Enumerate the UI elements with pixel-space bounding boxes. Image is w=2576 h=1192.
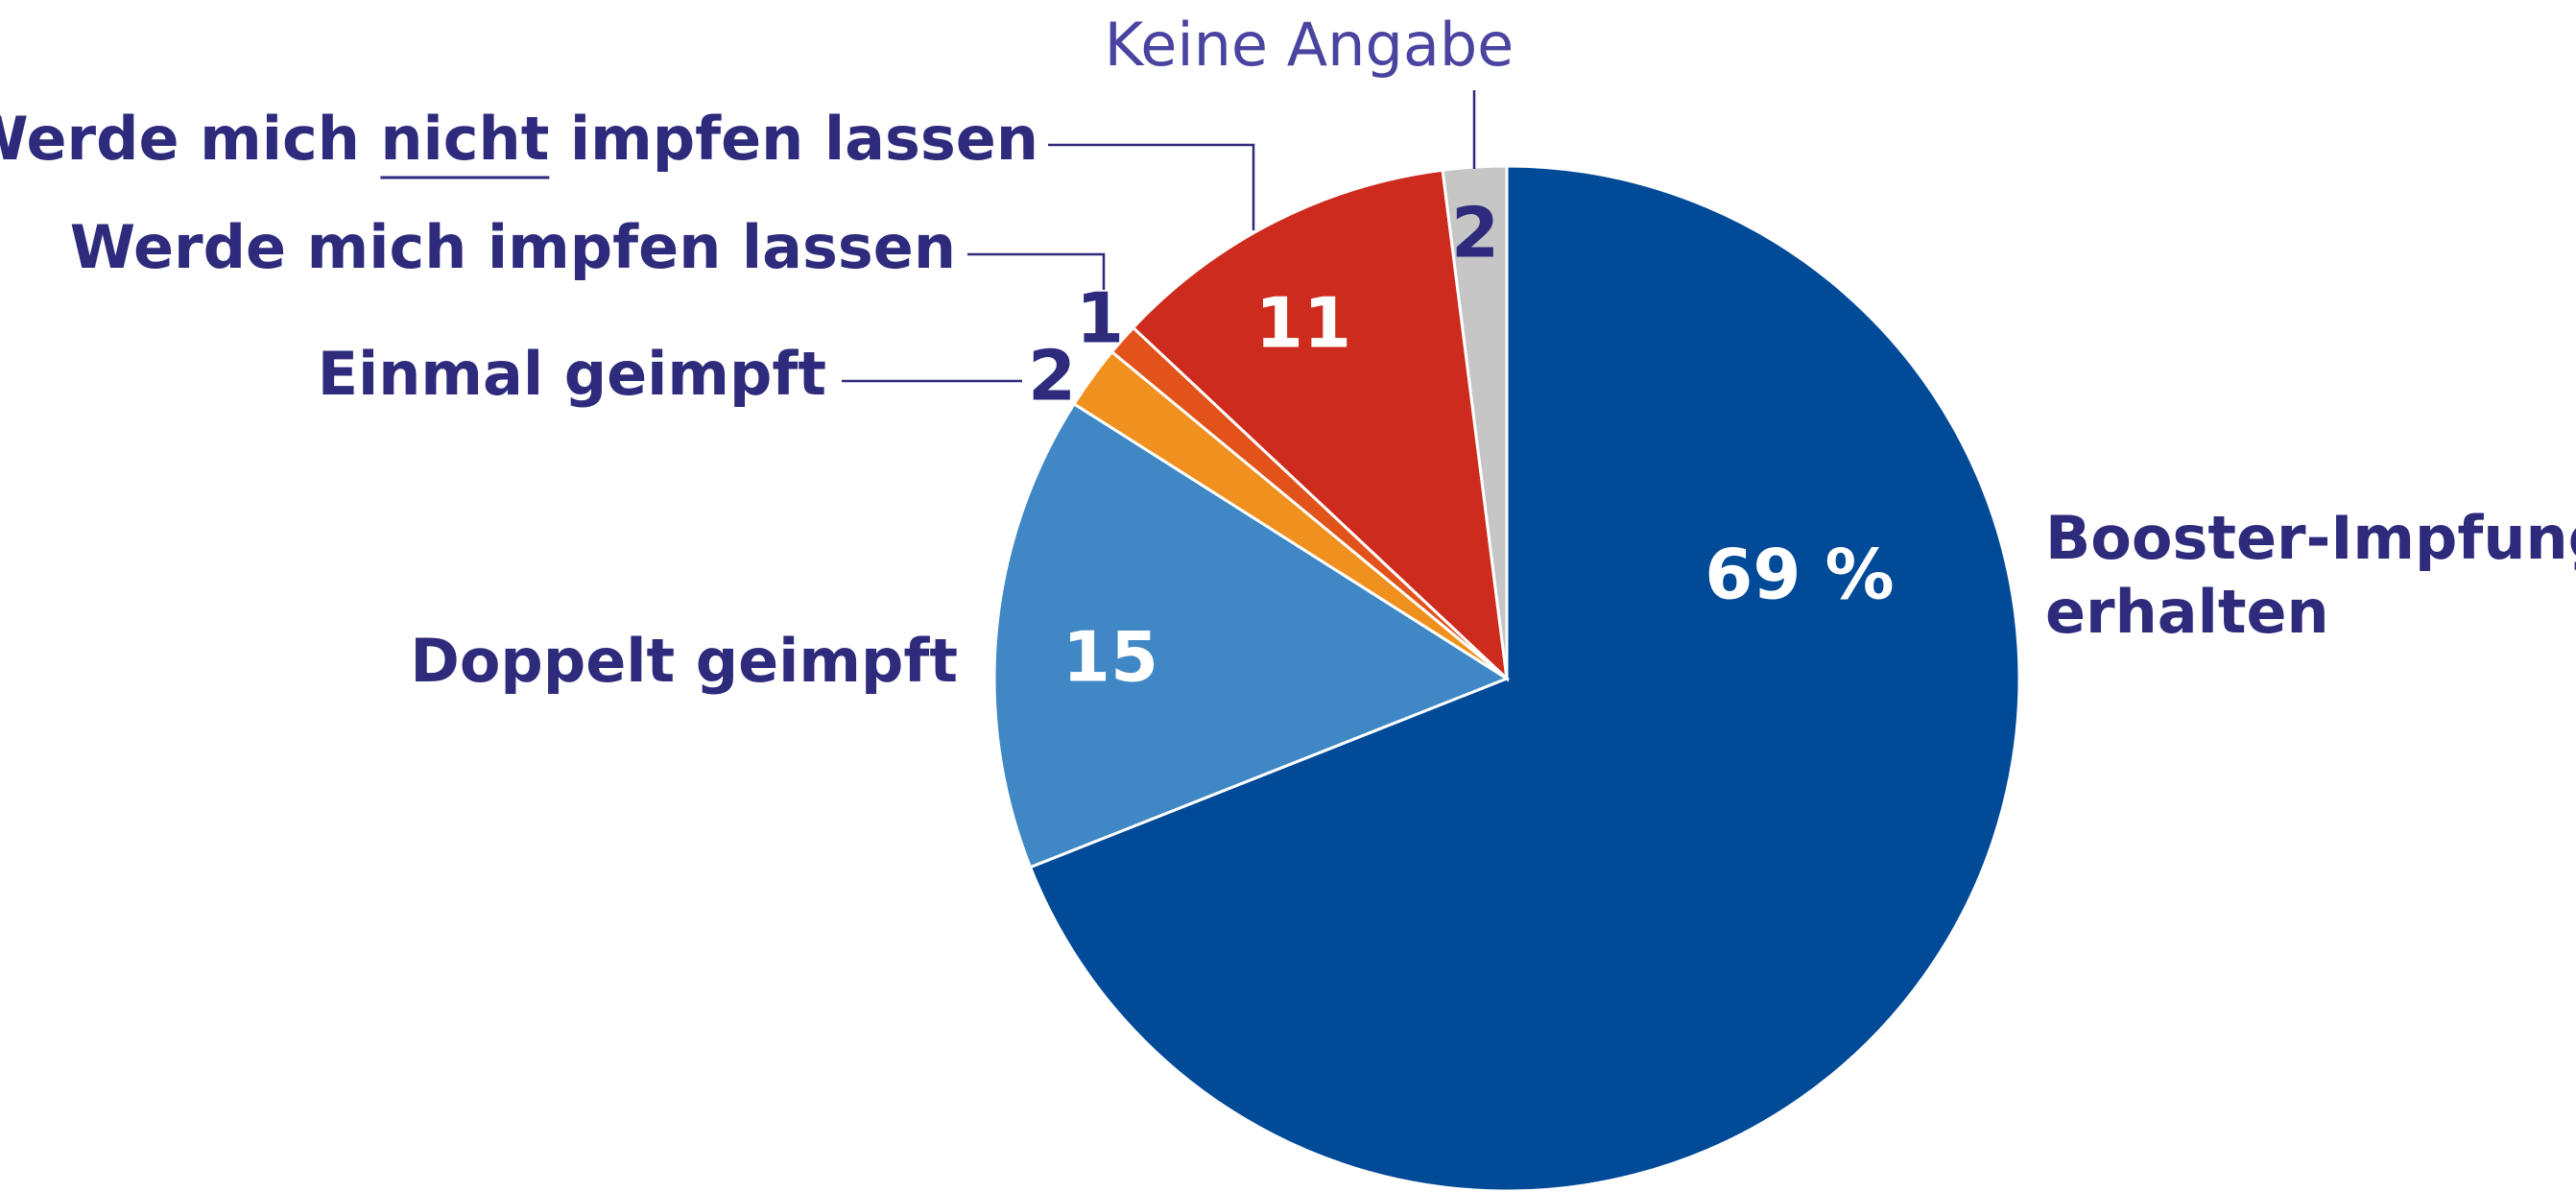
pie-slice — [992, 401, 1511, 870]
value-label: 15 — [1062, 617, 1158, 698]
pie-slice — [1028, 164, 2021, 1192]
category-label: Einmal geimpft — [318, 339, 826, 409]
pie-slice — [1131, 168, 1510, 682]
leader-line — [1048, 143, 1255, 230]
category-label: Werde mich impfen lassen — [70, 212, 956, 282]
pie — [992, 164, 2021, 1192]
labels: Booster-Impfung erhalten 69 % Doppelt geimp… — [0, 10, 2576, 697]
value-label: 2 — [1451, 193, 1499, 274]
label-line: erhalten — [2045, 577, 2329, 647]
value-label: 11 — [1255, 283, 1351, 364]
category-label: Keine Angabe — [1105, 10, 1515, 80]
leader-line — [967, 252, 1106, 290]
category-label: Werde mich nicht impfen lassen — [0, 104, 1038, 174]
label-line: Booster-Impfung — [2045, 503, 2576, 573]
category-label: Booster-Impfung erhalten — [2045, 503, 2576, 647]
value-label: 2 — [1028, 336, 1076, 417]
category-label: Doppelt geimpft — [410, 626, 958, 696]
value-label: 1 — [1076, 278, 1124, 359]
value-label: 69 % — [1705, 535, 1894, 615]
